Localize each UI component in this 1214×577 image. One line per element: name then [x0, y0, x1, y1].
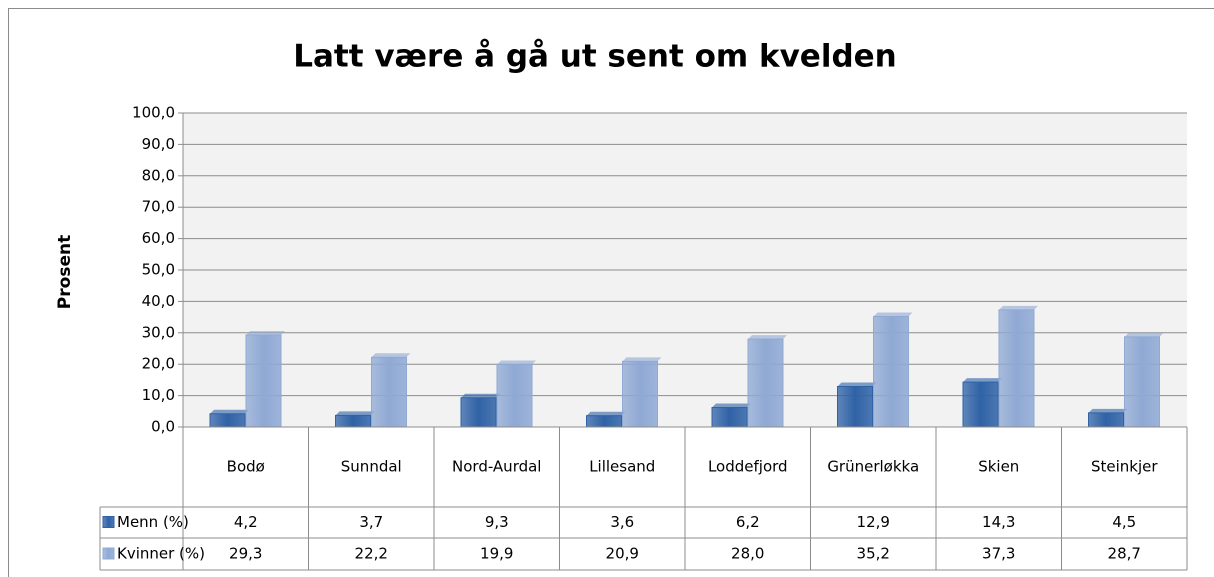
x-tick-label: Sunndal	[341, 458, 402, 476]
x-tick-label: Loddefjord	[708, 458, 788, 476]
y-tick-label: 0,0	[151, 418, 175, 436]
table-value: 3,6	[610, 513, 634, 531]
bar-top	[963, 378, 1002, 383]
bar	[837, 385, 873, 428]
bar	[711, 407, 748, 428]
bar	[209, 413, 246, 428]
table-value: 12,9	[857, 513, 890, 531]
y-tick-label: 50,0	[142, 261, 175, 279]
table-value: 4,2	[234, 513, 258, 531]
y-tick-label: 80,0	[142, 166, 175, 184]
bar	[1088, 412, 1124, 428]
legend-key	[102, 547, 115, 560]
y-tick-label: 30,0	[142, 323, 175, 341]
chart-title: Latt være å gå ut sent om kvelden	[293, 39, 897, 75]
table-value: 20,9	[606, 545, 639, 563]
x-tick-label: Grünerløkka	[827, 458, 919, 476]
bar	[747, 338, 784, 428]
y-tick-label: 20,0	[142, 355, 175, 373]
bar	[962, 381, 999, 428]
y-axis-label: Prosent	[55, 235, 75, 309]
legend-label: Kvinner (%)	[117, 545, 205, 563]
bar-top	[210, 409, 249, 414]
y-tick-label: 60,0	[142, 229, 175, 247]
table-value: 14,3	[982, 513, 1015, 531]
bar	[335, 414, 371, 428]
bar-top	[622, 357, 662, 362]
bar	[586, 415, 622, 428]
bar-top	[497, 360, 536, 365]
y-tick-label: 70,0	[142, 198, 175, 216]
bar-top	[1088, 408, 1128, 413]
table-value: 22,2	[355, 545, 388, 563]
table-value: 4,5	[1112, 513, 1136, 531]
table-value: 6,2	[736, 513, 760, 531]
bar-top	[873, 312, 913, 317]
table-value: 3,7	[359, 513, 383, 531]
bar-top	[748, 335, 787, 340]
bar	[873, 315, 909, 428]
bar-top	[461, 393, 500, 398]
y-tick-label: 10,0	[142, 386, 175, 404]
y-tick-label: 90,0	[142, 135, 175, 153]
x-tick-label: Nord-Aurdal	[452, 458, 541, 476]
bar-top	[335, 411, 375, 416]
y-tick-label: 100,0	[132, 104, 175, 122]
bar-top	[712, 403, 751, 408]
bar-top	[246, 330, 285, 335]
table-value: 19,9	[480, 545, 513, 563]
bar-top	[371, 353, 411, 358]
bar	[496, 364, 533, 428]
bar	[998, 309, 1035, 428]
bar	[1124, 336, 1160, 428]
bar-top	[1124, 332, 1164, 337]
y-tick-label: 40,0	[142, 292, 175, 310]
bar	[371, 356, 407, 428]
table-value: 35,2	[857, 545, 890, 563]
x-tick-label: Bodø	[227, 458, 265, 476]
table-value: 37,3	[982, 545, 1015, 563]
table-value: 28,7	[1108, 545, 1141, 563]
x-tick-label: Lillesand	[589, 458, 655, 476]
table-value: 29,3	[229, 545, 262, 563]
table-value: 28,0	[731, 545, 764, 563]
legend-key	[102, 516, 115, 528]
bar	[460, 397, 497, 428]
bar-top	[586, 411, 626, 416]
bar-top	[837, 382, 877, 387]
table-value: 9,3	[485, 513, 509, 531]
bar	[622, 360, 658, 428]
x-tick-label: Skien	[978, 458, 1019, 476]
bar	[245, 334, 282, 428]
bar-top	[999, 305, 1038, 310]
legend-label: Menn (%)	[117, 513, 189, 531]
x-tick-label: Steinkjer	[1091, 458, 1158, 476]
